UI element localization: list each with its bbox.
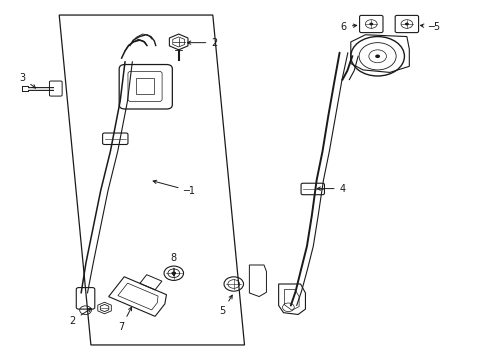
Text: 6: 6: [340, 22, 356, 32]
Text: ─5: ─5: [420, 22, 440, 32]
Text: ─1: ─1: [153, 180, 195, 196]
Text: 7: 7: [118, 307, 131, 332]
Text: 4: 4: [317, 184, 345, 194]
Circle shape: [374, 54, 379, 58]
Text: 2: 2: [187, 38, 217, 48]
Circle shape: [404, 23, 408, 26]
Text: 2: 2: [70, 309, 91, 325]
Text: 5: 5: [219, 295, 232, 316]
Circle shape: [368, 23, 372, 26]
Text: 8: 8: [170, 253, 177, 276]
Text: 3: 3: [20, 73, 36, 88]
Circle shape: [171, 272, 175, 275]
